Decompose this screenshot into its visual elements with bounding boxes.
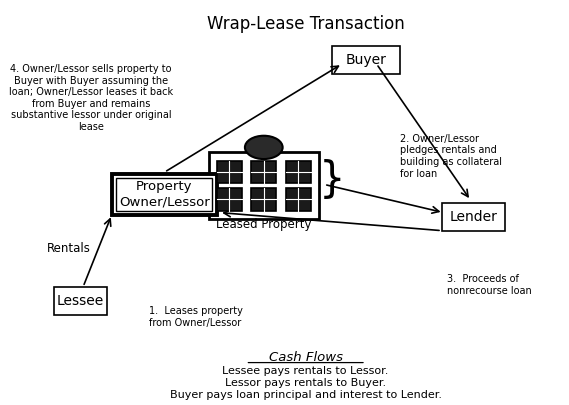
FancyBboxPatch shape (286, 188, 311, 211)
Text: Cash Flows: Cash Flows (269, 351, 343, 364)
Text: Buyer pays loan principal and interest to Lender.: Buyer pays loan principal and interest t… (170, 390, 442, 400)
FancyBboxPatch shape (116, 177, 212, 211)
Ellipse shape (245, 136, 283, 159)
Text: Lessor pays rentals to Buyer.: Lessor pays rentals to Buyer. (225, 378, 386, 388)
FancyBboxPatch shape (217, 161, 242, 183)
FancyBboxPatch shape (442, 202, 505, 231)
Text: Property
Owner/Lessor: Property Owner/Lessor (119, 181, 209, 209)
FancyBboxPatch shape (209, 152, 319, 219)
Text: 2. Owner/Lessor
pledges rentals and
building as collateral
for loan: 2. Owner/Lessor pledges rentals and buil… (400, 134, 502, 179)
Text: Wrap-Lease Transaction: Wrap-Lease Transaction (207, 15, 405, 34)
Text: 1.  Leases property
from Owner/Lessor: 1. Leases property from Owner/Lessor (149, 306, 242, 328)
Text: Rentals: Rentals (47, 242, 90, 255)
Text: Lessee: Lessee (57, 294, 104, 308)
FancyBboxPatch shape (112, 174, 217, 215)
FancyBboxPatch shape (286, 161, 311, 183)
Text: Lessee pays rentals to Lessor.: Lessee pays rentals to Lessor. (222, 366, 389, 375)
Text: Leased Property: Leased Property (216, 218, 312, 231)
FancyBboxPatch shape (54, 287, 106, 315)
Text: 4. Owner/Lessor sells property to
Buyer with Buyer assuming the
loan; Owner/Less: 4. Owner/Lessor sells property to Buyer … (9, 64, 173, 132)
Text: }: } (319, 160, 345, 201)
Text: Buyer: Buyer (345, 53, 386, 67)
FancyBboxPatch shape (332, 46, 400, 74)
FancyBboxPatch shape (251, 188, 277, 211)
FancyBboxPatch shape (251, 161, 277, 183)
FancyBboxPatch shape (217, 188, 242, 211)
Text: 3.  Proceeds of
nonrecourse loan: 3. Proceeds of nonrecourse loan (447, 274, 532, 296)
Text: Lender: Lender (450, 209, 497, 224)
